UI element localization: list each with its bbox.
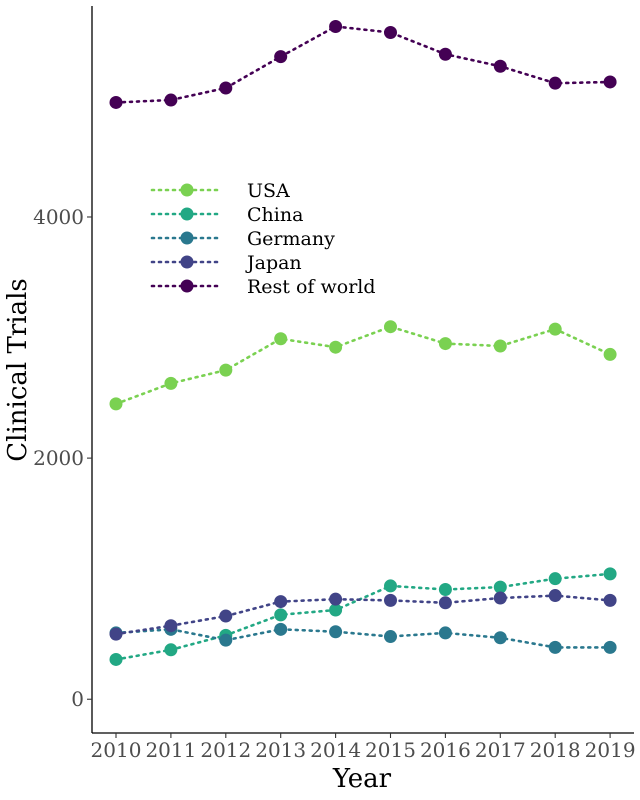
data-point-china [164, 643, 178, 657]
x-tick-label: 2019 [585, 738, 636, 762]
data-point-japan [164, 619, 178, 633]
y-tick-label: 2000 [33, 446, 84, 470]
data-point-usa [548, 322, 562, 336]
legend-label: Germany [247, 228, 335, 250]
series-usa [109, 320, 617, 411]
x-tick-label: 2018 [530, 738, 581, 762]
data-point-usa [109, 397, 123, 411]
legend-item-japan: Japan [150, 252, 302, 274]
series-china [109, 567, 617, 666]
legend-label: USA [247, 180, 290, 202]
series-germany [109, 622, 617, 654]
data-point-germany [438, 626, 452, 640]
legend-swatch-marker [180, 255, 194, 269]
data-point-rest-of-world [329, 19, 343, 33]
data-point-usa [493, 339, 507, 353]
data-point-usa [164, 376, 178, 390]
data-point-japan [329, 592, 343, 606]
x-tick-label: 2011 [145, 738, 196, 762]
y-tick-label: 0 [71, 687, 84, 711]
data-point-germany [493, 631, 507, 645]
data-point-rest-of-world [548, 76, 562, 90]
data-point-germany [384, 630, 397, 644]
data-point-japan [384, 593, 397, 607]
data-point-japan [603, 593, 617, 607]
x-tick-label: 2015 [365, 738, 416, 762]
data-point-usa [329, 340, 343, 354]
legend-label: Japan [245, 252, 302, 274]
data-point-germany [219, 633, 233, 647]
legend-swatch-marker [180, 183, 194, 197]
data-point-china [438, 583, 452, 597]
legend-item-germany: Germany [150, 228, 335, 250]
data-point-germany [329, 625, 343, 639]
data-point-rest-of-world [384, 26, 397, 40]
data-point-japan [219, 609, 233, 623]
series-line-germany [114, 627, 612, 649]
data-point-germany [548, 640, 562, 654]
data-point-rest-of-world [219, 81, 233, 95]
y-tick-label: 4000 [33, 205, 84, 229]
data-point-japan [438, 596, 452, 610]
x-axis-title: Year [332, 764, 392, 794]
data-point-china [274, 608, 288, 622]
data-point-china [548, 572, 562, 586]
series-line-china [114, 572, 612, 661]
data-point-rest-of-world [603, 75, 617, 89]
series-line-japan [114, 594, 612, 636]
legend-swatch-marker [180, 207, 194, 221]
data-point-rest-of-world [438, 47, 452, 61]
data-point-china [384, 579, 397, 593]
data-point-china [329, 603, 343, 617]
series-line-rest-of-world [114, 25, 612, 104]
data-point-germany [603, 640, 617, 654]
series-layer [109, 19, 617, 666]
data-point-china [493, 580, 507, 594]
data-point-germany [274, 622, 288, 636]
x-tick-label: 2014 [310, 738, 361, 762]
series-rest-of-world [109, 19, 617, 109]
data-point-china [109, 652, 123, 666]
data-point-japan [274, 595, 288, 609]
series-japan [109, 589, 617, 641]
legend-item-china: China [150, 204, 303, 226]
legend-label: China [247, 204, 303, 226]
data-point-china [603, 567, 617, 581]
data-point-usa [219, 363, 233, 377]
legend-item-rest-of-world: Rest of world [150, 276, 376, 298]
y-axis-title: Clinical Trials [3, 278, 33, 461]
x-tick-label: 2017 [475, 738, 526, 762]
data-point-usa [603, 347, 617, 361]
x-tick-label: 2016 [420, 738, 471, 762]
legend-item-usa: USA [150, 180, 290, 202]
data-point-usa [438, 337, 452, 351]
x-tick-label: 2013 [255, 738, 306, 762]
legend-label: Rest of world [247, 276, 376, 298]
legend-swatch-marker [180, 279, 194, 293]
data-point-rest-of-world [109, 95, 123, 109]
data-point-rest-of-world [164, 93, 178, 107]
data-point-japan [548, 589, 562, 603]
data-point-rest-of-world [274, 50, 288, 64]
x-axis-ticks: 2010 2011 2012 2013 2014 2015 2016 2017 2018 2019 [91, 733, 636, 762]
series-line-usa [114, 325, 612, 406]
data-point-rest-of-world [493, 59, 507, 73]
data-point-japan [109, 627, 123, 641]
x-tick-label: 2012 [200, 738, 251, 762]
y-axis-ticks: 0 2000 4000 [33, 205, 92, 711]
legend-swatch-marker [180, 231, 194, 245]
data-point-japan [493, 591, 507, 605]
x-tick-label: 2010 [91, 738, 142, 762]
data-point-usa [274, 332, 288, 346]
data-point-usa [384, 320, 397, 334]
